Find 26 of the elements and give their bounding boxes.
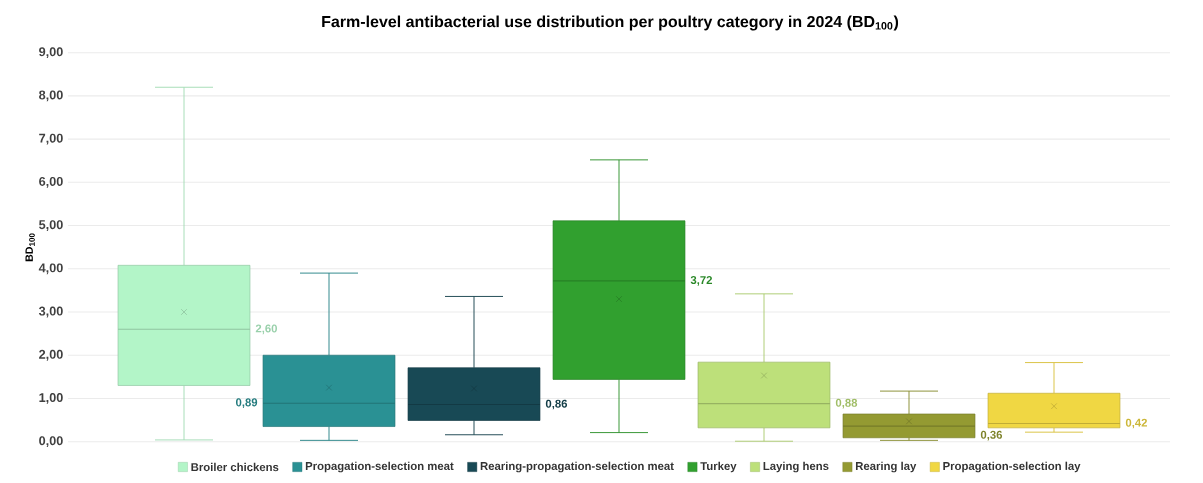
y-tick-label: 2,00 — [39, 349, 63, 361]
legend-label: Rearing lay — [855, 461, 917, 473]
text: 0,86 — [545, 399, 568, 410]
text: 3,72 — [690, 276, 713, 286]
y-tick-label: 3,00 — [38, 306, 63, 318]
legend-label: Rearing-propagation-selection meat — [480, 461, 674, 473]
legend-label: Propagation-selection meat — [305, 461, 454, 473]
legend-label: Laying hens — [763, 461, 829, 473]
y-tick-label: 5,00 — [39, 220, 63, 231]
y-axis-title: BD$_{100}$ — [25, 233, 35, 262]
legend-label: Turkey — [700, 461, 737, 473]
text: 0,42 — [1125, 418, 1148, 429]
text: 2,60 — [255, 324, 277, 335]
legend-label: Broiler chickens — [191, 462, 279, 472]
text: 0,36 — [980, 430, 1003, 441]
y-tick-label: 4,00 — [38, 263, 63, 275]
legend-label: Propagation-selection lay — [943, 461, 1081, 473]
y-tick-label: 7,00 — [39, 133, 63, 145]
text: 0,88 — [835, 398, 858, 409]
y-tick-label: 6,00 — [39, 176, 63, 188]
text: 0,89 — [235, 398, 258, 409]
y-tick-label: 1,00 — [39, 393, 63, 404]
y-tick-label: 0,00 — [39, 436, 63, 448]
y-tick-label: 8,00 — [39, 90, 63, 102]
chart-title: Farm-level antibacterial use distribution per poultry category in 2024 (BD$_{100}$) — [322, 15, 899, 31]
y-tick-label: 9,00 — [39, 47, 63, 59]
